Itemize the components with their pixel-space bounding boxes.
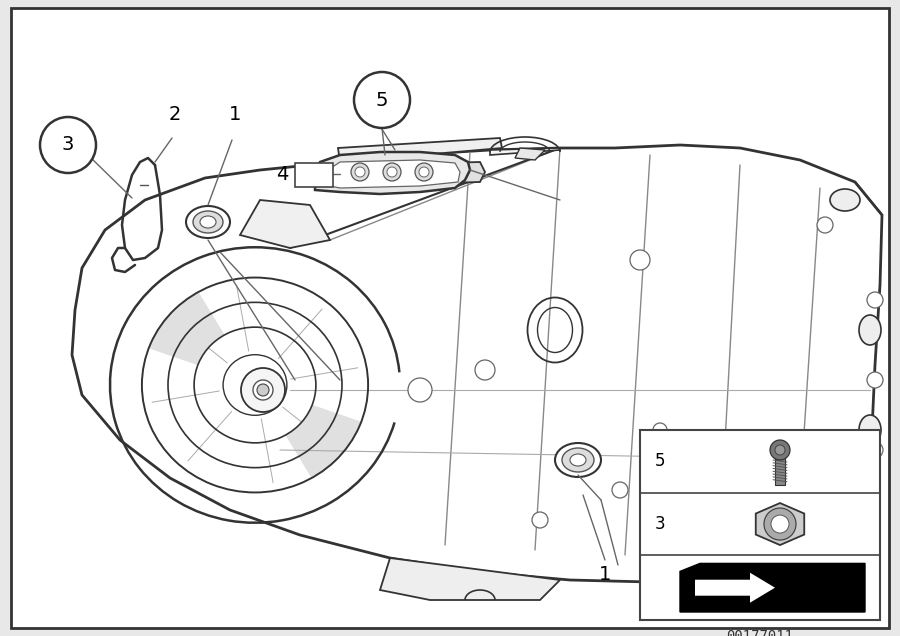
- Circle shape: [630, 250, 650, 270]
- Circle shape: [408, 378, 432, 402]
- Text: 3: 3: [62, 135, 74, 155]
- Polygon shape: [756, 503, 805, 545]
- Text: 1: 1: [598, 565, 611, 584]
- Circle shape: [653, 423, 667, 437]
- Polygon shape: [700, 480, 745, 530]
- Circle shape: [253, 380, 273, 400]
- Polygon shape: [338, 138, 502, 162]
- Circle shape: [387, 167, 397, 177]
- Text: 2: 2: [169, 106, 181, 125]
- Polygon shape: [515, 148, 545, 160]
- Circle shape: [612, 482, 628, 498]
- Ellipse shape: [200, 216, 216, 228]
- Bar: [295, 163, 333, 187]
- Text: 3: 3: [654, 515, 665, 533]
- Circle shape: [354, 72, 410, 128]
- Text: 1: 1: [229, 106, 241, 125]
- Polygon shape: [240, 200, 330, 248]
- Bar: [775, 456, 785, 485]
- Ellipse shape: [193, 211, 223, 233]
- Polygon shape: [365, 162, 485, 185]
- Circle shape: [867, 442, 883, 458]
- Ellipse shape: [570, 454, 586, 466]
- Ellipse shape: [830, 509, 860, 531]
- Circle shape: [415, 163, 433, 181]
- Polygon shape: [640, 470, 700, 535]
- Ellipse shape: [562, 448, 594, 472]
- Text: 5: 5: [655, 452, 665, 471]
- Circle shape: [649, 484, 661, 496]
- Circle shape: [532, 512, 548, 528]
- Circle shape: [351, 163, 369, 181]
- Circle shape: [867, 292, 883, 308]
- Polygon shape: [695, 572, 775, 603]
- Circle shape: [475, 360, 495, 380]
- Bar: [640, 430, 880, 620]
- Ellipse shape: [555, 443, 601, 477]
- Circle shape: [771, 515, 789, 533]
- Polygon shape: [325, 160, 460, 188]
- Circle shape: [770, 440, 790, 460]
- Ellipse shape: [830, 189, 860, 211]
- Circle shape: [817, 217, 833, 233]
- Circle shape: [775, 445, 785, 455]
- Circle shape: [241, 368, 285, 412]
- Circle shape: [257, 384, 269, 396]
- Polygon shape: [490, 148, 560, 155]
- Text: 00177011: 00177011: [726, 629, 794, 636]
- Circle shape: [419, 167, 429, 177]
- Polygon shape: [148, 292, 224, 365]
- Polygon shape: [380, 558, 560, 600]
- Polygon shape: [315, 152, 470, 194]
- Polygon shape: [72, 145, 882, 582]
- Circle shape: [383, 163, 401, 181]
- Ellipse shape: [859, 315, 881, 345]
- Text: 4: 4: [275, 165, 288, 184]
- Circle shape: [867, 372, 883, 388]
- Circle shape: [40, 117, 96, 173]
- Ellipse shape: [186, 206, 230, 238]
- Polygon shape: [680, 563, 865, 612]
- Circle shape: [764, 508, 796, 540]
- Polygon shape: [285, 404, 361, 478]
- Text: 5: 5: [376, 90, 388, 109]
- Ellipse shape: [859, 415, 881, 445]
- Circle shape: [679, 504, 691, 516]
- Circle shape: [817, 532, 833, 548]
- Circle shape: [355, 167, 365, 177]
